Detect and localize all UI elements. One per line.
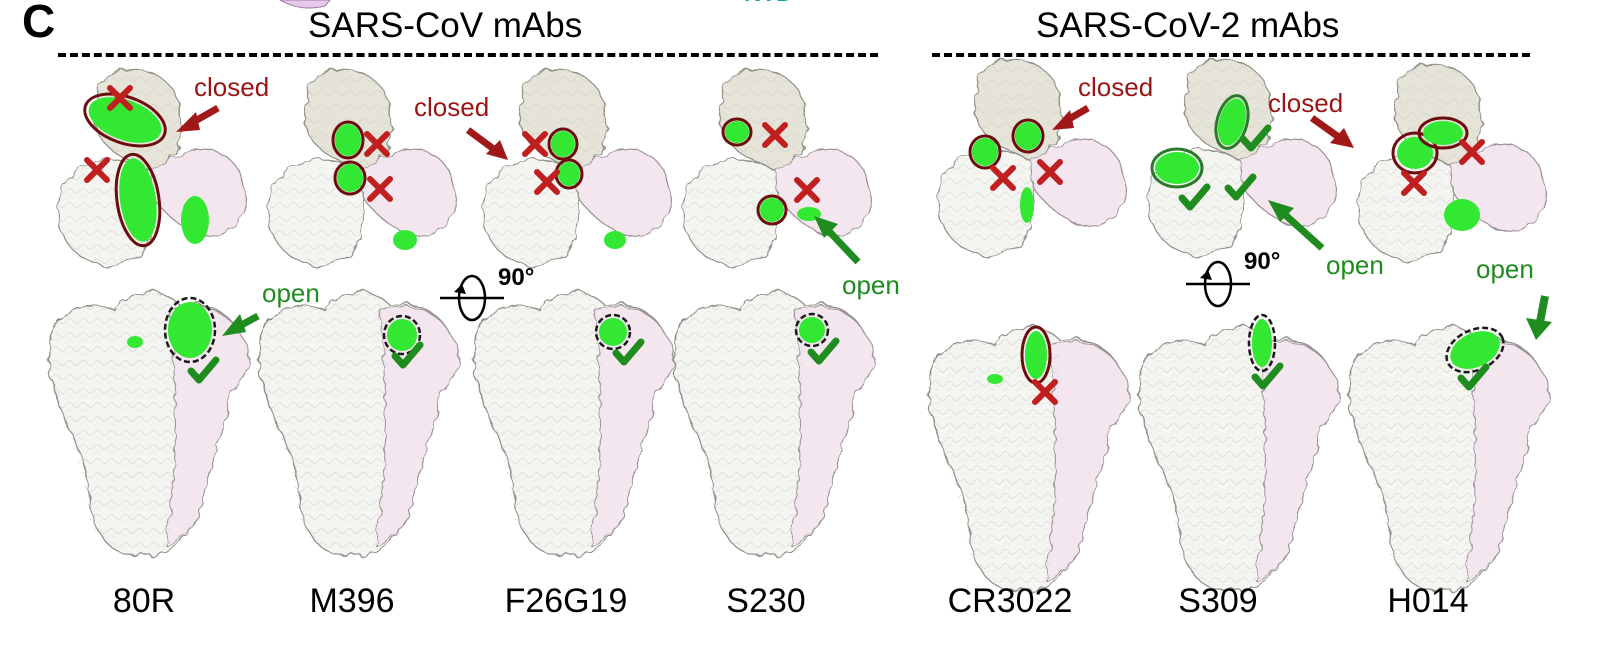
antibody-label-f26g19: F26G19 [476,582,656,621]
sideview-f26g19 [474,292,673,556]
antibody-label-m396: M396 [262,582,442,621]
sideview-m396 [259,292,458,556]
annotation-closed-cr3022: closed [1078,72,1153,103]
rotation-label-sars-cov: 90° [498,264,534,292]
group-title-sars-cov: SARS-CoV mAbs [308,6,582,46]
topview-s230 [682,69,871,265]
group-divider-sars-cov [58,53,878,57]
annotation-open-s309: open [1326,250,1384,281]
clipped-ntd-label: NTD [744,0,793,8]
topview-f26g19 [482,69,671,265]
closed-arrow-f26g19 [468,130,508,160]
sideview-80r [49,292,248,556]
antibody-label-cr3022: CR3022 [920,582,1100,621]
rotation-arrow-icon [1186,262,1250,306]
sideview-cr3022 [929,327,1128,591]
antibody-label-80r: 80R [54,582,234,621]
annotation-open-h014: open [1476,254,1534,285]
annotation-closed-f26g19: closed [414,92,489,123]
group-divider-sars-cov-2 [932,53,1530,57]
antibody-label-s230: S230 [676,582,856,621]
annotation-open-s230: open [842,270,900,301]
open-arrow-h014 [1526,296,1552,340]
topview-h014 [1357,64,1546,260]
sideview-s230 [674,292,873,556]
rotation-label-sars-cov-2: 90° [1244,248,1280,276]
annotation-closed-80r: closed [194,72,269,103]
annotation-closed-h014: closed [1268,88,1343,119]
group-title-sars-cov-2: SARS-CoV-2 mAbs [1036,6,1339,46]
sideview-h014 [1349,319,1548,591]
closed-arrow-h014 [1312,118,1354,148]
annotation-open-80r: open [262,278,320,309]
sideview-s309 [1139,315,1338,591]
antibody-label-s309: S309 [1128,582,1308,621]
antibody-label-h014: H014 [1338,582,1518,621]
panel-letter: C [22,0,55,48]
